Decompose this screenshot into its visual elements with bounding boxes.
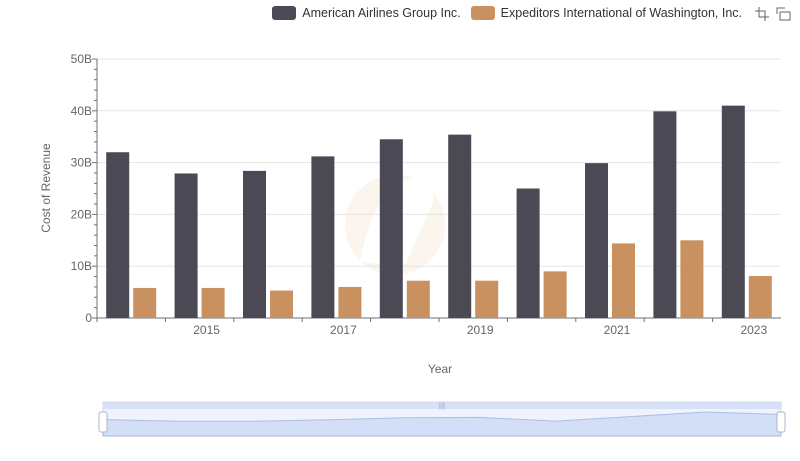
bar-expeditors-2016	[270, 290, 293, 318]
y-tick-label: 0	[85, 311, 92, 325]
bar-expeditors-2015	[201, 287, 225, 318]
x-tick-label: 2015	[193, 323, 220, 337]
x-tick-label: 2017	[330, 323, 357, 337]
bar-american-airlines-2018	[379, 139, 403, 318]
x-tick-label: 2021	[604, 323, 631, 337]
bar-expeditors-2017	[338, 286, 362, 318]
legend: American Airlines Group Inc. Expeditors …	[272, 4, 742, 22]
chart-toolbar	[754, 6, 792, 22]
bar-american-airlines-2022	[653, 111, 677, 319]
bar-expeditors-2022	[680, 240, 704, 318]
x-tick-label: 2019	[467, 323, 494, 337]
data-zoom-handle-left[interactable]	[98, 411, 108, 433]
legend-item-expeditors[interactable]: Expeditors International of Washington, …	[470, 6, 742, 20]
data-zoom-slider[interactable]: |||	[98, 401, 786, 437]
bar-american-airlines-2015	[174, 173, 198, 318]
legend-label-american-airlines: American Airlines Group Inc.	[302, 6, 461, 20]
bar-expeditors-2014	[133, 287, 157, 318]
legend-swatch-expeditors	[470, 6, 495, 20]
bar-expeditors-2019	[475, 280, 499, 318]
y-tick-label: 40B	[71, 104, 92, 118]
legend-item-american-airlines[interactable]: American Airlines Group Inc.	[272, 6, 461, 20]
y-axis: 0 10B 20B 30B 40B 50B	[71, 52, 98, 325]
bar-expeditors-2020	[543, 271, 567, 318]
restore-icon[interactable]	[776, 6, 792, 22]
y-tick-label: 20B	[71, 207, 92, 221]
y-tick-label: 10B	[71, 259, 92, 273]
bar-expeditors-2023	[748, 276, 772, 318]
x-tick-label: 2023	[740, 323, 767, 337]
bar-american-airlines-2020	[516, 188, 540, 318]
bar-american-airlines-2019	[448, 134, 472, 318]
svg-text:|||: |||	[439, 401, 445, 410]
zoom-icon[interactable]	[754, 6, 770, 22]
bar-american-airlines-2023	[721, 105, 745, 319]
bar-american-airlines-2017	[311, 156, 335, 318]
y-tick-label: 50B	[71, 52, 92, 66]
legend-swatch-american-airlines	[272, 6, 297, 20]
x-axis-title: Year	[428, 362, 452, 376]
legend-label-expeditors: Expeditors International of Washington, …	[500, 6, 742, 20]
x-axis: 2015 2017 2019 2021 2023	[96, 317, 781, 337]
bar-expeditors-2021	[612, 243, 635, 318]
y-tick-label: 30B	[71, 156, 92, 170]
bar-american-airlines-2016	[243, 170, 266, 318]
bar-american-airlines-2021	[585, 163, 608, 318]
bars	[106, 105, 772, 319]
data-zoom-handle-right[interactable]	[776, 411, 786, 433]
bar-american-airlines-2014	[106, 152, 130, 318]
bar-expeditors-2018	[406, 280, 430, 318]
y-axis-title: Cost of Revenue	[39, 143, 53, 233]
